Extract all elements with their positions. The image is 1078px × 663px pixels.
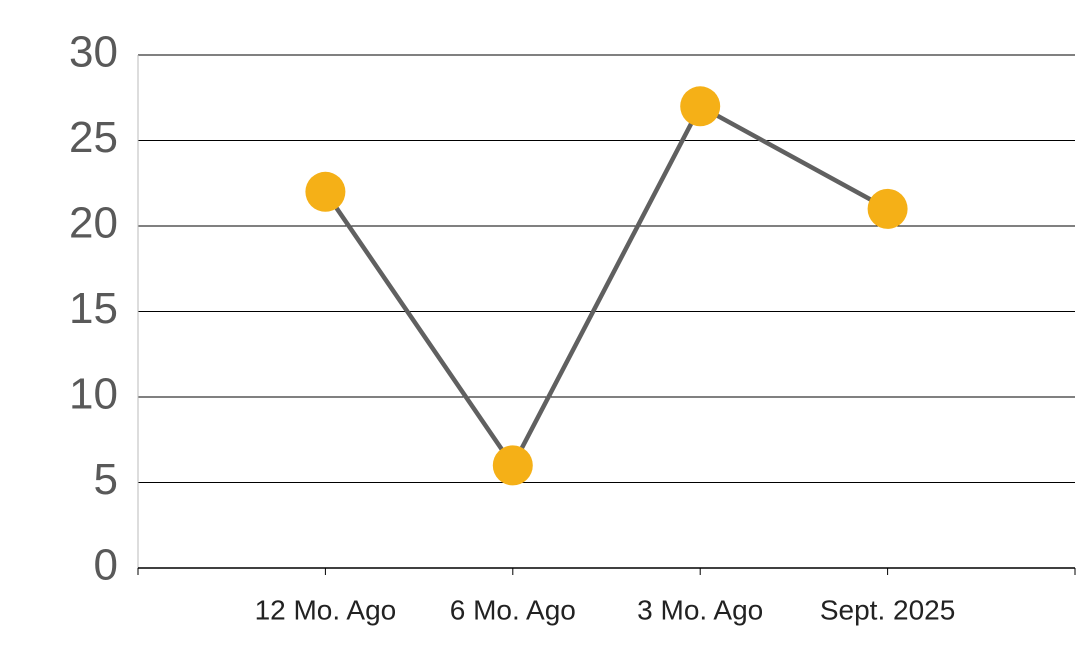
y-tick-label: 10 <box>69 370 118 419</box>
y-tick-label: 30 <box>69 28 118 77</box>
marker <box>680 86 721 127</box>
y-tick-label: 0 <box>94 541 118 590</box>
line <box>323 103 889 470</box>
y-tick-label: 25 <box>69 113 118 162</box>
marker <box>867 188 908 229</box>
x-tick-label: 6 Mo. Ago <box>450 594 576 625</box>
x-tick-label: 12 Mo. Ago <box>255 594 397 625</box>
marker <box>492 445 533 486</box>
x-tick-label: Sept. 2025 <box>820 594 955 625</box>
y-tick-label: 15 <box>69 284 118 333</box>
marker <box>305 171 346 212</box>
x-tick-label: 3 Mo. Ago <box>637 594 763 625</box>
y-tick-label: 20 <box>69 199 118 248</box>
y-tick-label: 5 <box>94 455 118 504</box>
